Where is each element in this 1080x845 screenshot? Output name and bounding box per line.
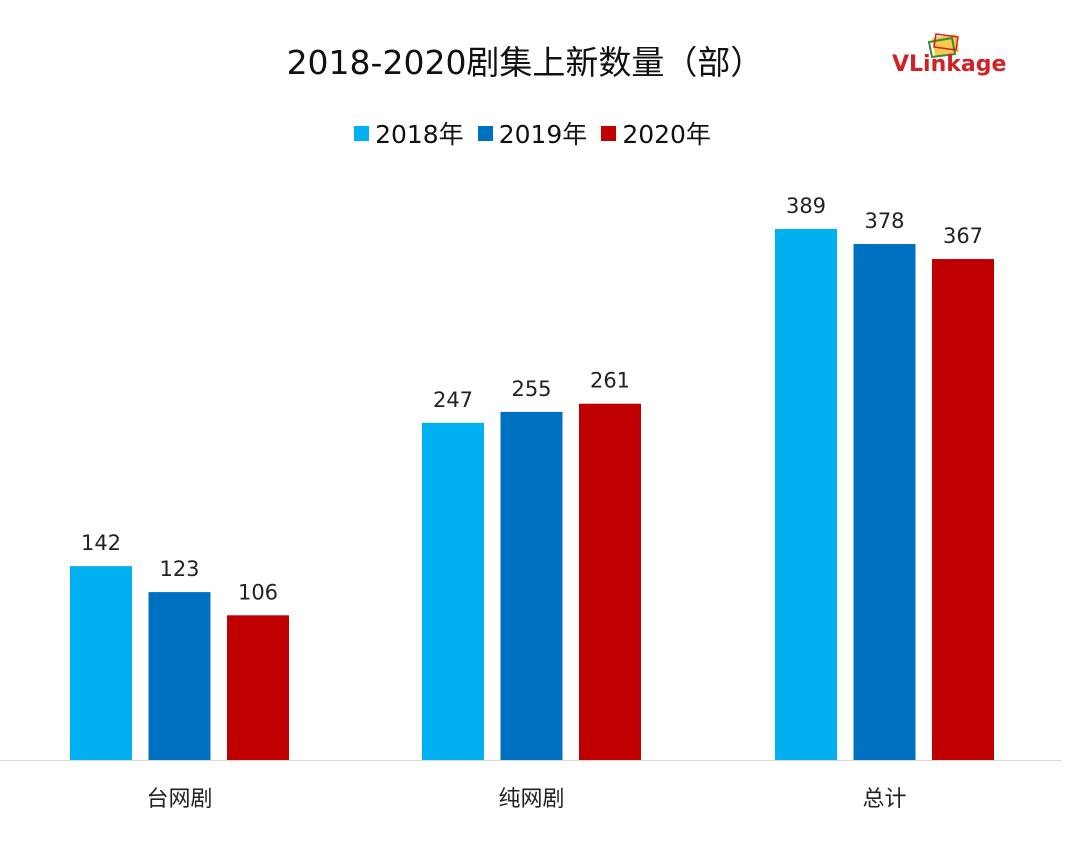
data-label-2-3: 261: [590, 369, 630, 393]
legend-swatch-3: [601, 125, 617, 141]
data-label-1-3: 106: [238, 580, 278, 604]
data-label-1-1: 142: [81, 531, 121, 555]
bar-1-2: [148, 592, 211, 760]
bar-3-1: [775, 229, 837, 760]
legend-item-3: 2020年: [601, 115, 711, 151]
data-label-3-1: 389: [786, 194, 826, 218]
legend-swatch-1: [354, 125, 370, 141]
category-label-3: 总计: [862, 787, 906, 812]
chart-title: 2018-2020剧集上新数量（部）: [286, 43, 764, 82]
bar-2-2: [500, 411, 563, 760]
bar-2-1: [422, 422, 484, 760]
data-label-3-2: 378: [864, 209, 904, 233]
legend-label-1: 2018年: [375, 120, 464, 149]
category-label-2: 纯网剧: [498, 787, 564, 812]
bar-1-3: [227, 615, 289, 760]
logo-text: VLinkage: [892, 52, 1007, 77]
legend-label-3: 2020年: [622, 120, 711, 149]
data-label-2-1: 247: [433, 388, 473, 412]
chart-legend: 2018年 2019年 2020年: [0, 115, 1065, 151]
bar-2-3: [579, 403, 641, 760]
bar-3-3: [932, 259, 994, 760]
data-label-1-2: 123: [159, 557, 199, 581]
legend-item-2: 2019年: [477, 115, 588, 151]
data-label-3-3: 367: [943, 224, 983, 248]
bar-3-2: [853, 244, 916, 760]
legend-label-2: 2019年: [498, 120, 588, 149]
category-label-1: 台网剧: [146, 787, 212, 812]
vlinkage-logo: VLinkage: [892, 28, 1022, 84]
legend-swatch-2: [477, 125, 493, 141]
bar-1-1: [70, 566, 132, 760]
logo-mark-icon: [927, 33, 959, 58]
data-label-2-2: 255: [511, 377, 551, 401]
legend-item-1: 2018年: [354, 115, 464, 151]
